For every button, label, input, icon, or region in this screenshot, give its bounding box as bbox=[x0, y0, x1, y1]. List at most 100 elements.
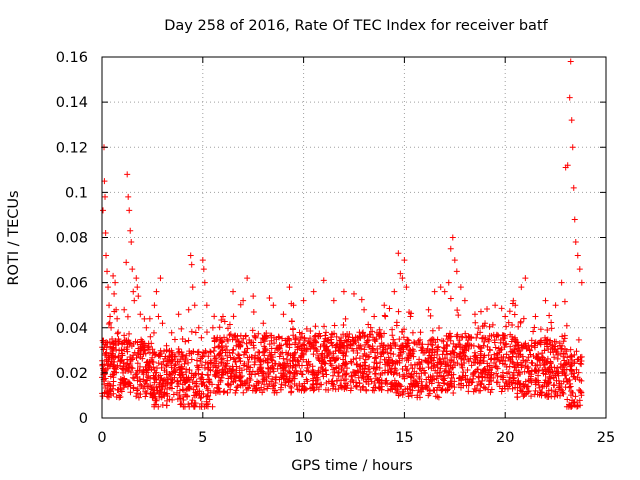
scatter-point-bg bbox=[501, 334, 508, 341]
scatter-point-bg bbox=[497, 339, 504, 346]
scatter-point-bg bbox=[129, 365, 136, 372]
scatter-point-bg bbox=[317, 343, 324, 350]
scatter-point-bg bbox=[350, 337, 357, 344]
scatter-point-bg bbox=[255, 349, 262, 356]
scatter-point-bg bbox=[159, 402, 166, 409]
scatter-point-bg bbox=[251, 355, 258, 362]
scatter-point-bg bbox=[486, 346, 493, 353]
scatter-point-bg bbox=[417, 336, 424, 343]
scatter-point-bg bbox=[353, 383, 360, 390]
scatter-point bbox=[532, 313, 539, 320]
scatter-point-bg bbox=[456, 351, 463, 358]
scatter-point-bg bbox=[230, 368, 237, 375]
scatter-point-bg bbox=[534, 361, 541, 368]
scatter-point bbox=[240, 297, 247, 304]
scatter-point-bg bbox=[172, 361, 179, 368]
scatter-point-bg bbox=[312, 377, 319, 384]
scatter-point-bg bbox=[152, 373, 159, 380]
scatter-point-bg bbox=[204, 360, 211, 367]
scatter-point-bg bbox=[471, 349, 478, 356]
scatter-point-bg bbox=[361, 346, 368, 353]
scatter-point-bg bbox=[564, 396, 571, 403]
scatter-point-bg bbox=[517, 351, 524, 358]
scatter-point bbox=[127, 227, 134, 234]
scatter-point-bg bbox=[372, 370, 379, 377]
scatter-point-bg bbox=[414, 380, 421, 387]
scatter-point-bg bbox=[552, 388, 559, 395]
scatter-point-bg bbox=[511, 348, 518, 355]
scatter-point-bg bbox=[255, 330, 262, 337]
scatter-point-bg bbox=[259, 389, 266, 396]
scatter-point-bg bbox=[254, 378, 261, 385]
scatter-point-bg bbox=[315, 356, 322, 363]
scatter-point-bg bbox=[209, 381, 216, 388]
scatter-point-bg bbox=[498, 305, 505, 312]
scatter-point-bg bbox=[282, 382, 289, 389]
scatter-point-bg bbox=[226, 321, 233, 328]
scatter-point-bg bbox=[436, 324, 443, 331]
scatter-point-bg bbox=[103, 349, 110, 356]
scatter-point-bg bbox=[387, 380, 394, 387]
scatter-point-bg bbox=[120, 369, 127, 376]
scatter-point-bg bbox=[137, 391, 144, 398]
scatter-point-bg bbox=[429, 372, 436, 379]
scatter-point-bg bbox=[128, 369, 135, 376]
scatter-point-bg bbox=[331, 322, 338, 329]
scatter-point-bg bbox=[150, 329, 157, 336]
scatter-point-bg bbox=[142, 342, 149, 349]
scatter-point-bg bbox=[99, 337, 106, 344]
scatter-point-bg bbox=[101, 370, 108, 377]
scatter-point-bg bbox=[428, 341, 435, 348]
scatter-point-bg bbox=[396, 357, 403, 364]
scatter-point-bg bbox=[546, 312, 553, 319]
scatter-point-bg bbox=[180, 376, 187, 383]
scatter-point-bg bbox=[566, 402, 573, 409]
scatter-point-bg bbox=[329, 385, 336, 392]
scatter-point-bg bbox=[354, 360, 361, 367]
scatter-point-bg bbox=[276, 376, 283, 383]
scatter-point-bg bbox=[267, 332, 274, 339]
scatter-point bbox=[492, 302, 499, 309]
scatter-point-bg bbox=[224, 325, 231, 332]
scatter-point-bg bbox=[563, 348, 570, 355]
scatter-point-bg bbox=[180, 387, 187, 394]
scatter-point-bg bbox=[560, 353, 567, 360]
scatter-point bbox=[155, 313, 162, 320]
scatter-point bbox=[564, 162, 571, 169]
scatter-point-bg bbox=[234, 338, 241, 345]
scatter-point-bg bbox=[447, 378, 454, 385]
scatter-point bbox=[103, 252, 110, 259]
scatter-point-bg bbox=[146, 349, 153, 356]
scatter-point-bg bbox=[122, 381, 129, 388]
scatter-point-bg bbox=[432, 367, 439, 374]
scatter-point-bg bbox=[241, 348, 248, 355]
scatter-point-bg bbox=[463, 382, 470, 389]
scatter-point-bg bbox=[266, 349, 273, 356]
scatter-point bbox=[119, 340, 126, 347]
scatter-point bbox=[169, 356, 176, 363]
scatter-point-bg bbox=[203, 383, 210, 390]
scatter-point-bg bbox=[557, 361, 564, 368]
scatter-point bbox=[330, 297, 337, 304]
scatter-point-bg bbox=[387, 368, 394, 375]
scatter-point-bg bbox=[551, 354, 558, 361]
scatter-point-bg bbox=[354, 350, 361, 357]
scatter-point-bg bbox=[367, 349, 374, 356]
scatter-point-bg bbox=[285, 335, 292, 342]
scatter-point bbox=[447, 245, 454, 252]
scatter-point-bg bbox=[390, 360, 397, 367]
scatter-point-bg bbox=[193, 392, 200, 399]
scatter-point-bg bbox=[371, 336, 378, 343]
scatter-point-bg bbox=[236, 338, 243, 345]
scatter-point-bg bbox=[454, 307, 461, 314]
scatter-point bbox=[300, 297, 307, 304]
scatter-point bbox=[153, 288, 160, 295]
scatter-point-bg bbox=[396, 381, 403, 388]
scatter-point-bg bbox=[106, 319, 113, 326]
scatter-point-bg bbox=[371, 371, 378, 378]
scatter-point-bg bbox=[513, 343, 520, 350]
scatter-point-bg bbox=[233, 387, 240, 394]
scatter-point-bg bbox=[447, 295, 454, 302]
scatter-point-bg bbox=[182, 391, 189, 398]
scatter-point-bg bbox=[127, 382, 134, 389]
